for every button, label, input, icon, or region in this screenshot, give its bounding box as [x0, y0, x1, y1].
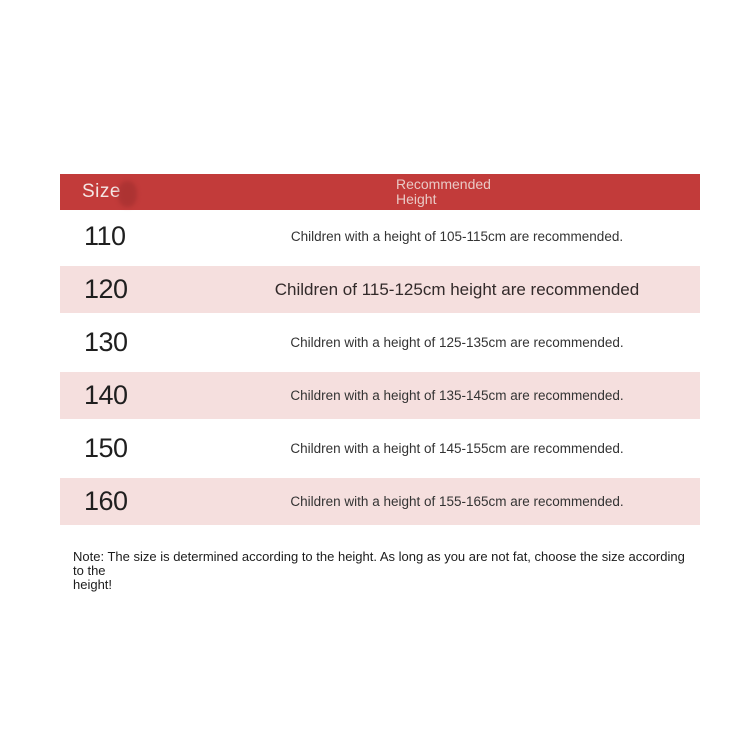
size-value: 150 [84, 433, 128, 463]
table-header-row: Size Recommended Height [60, 174, 700, 210]
size-value: 110 [84, 221, 126, 251]
size-value: 140 [84, 380, 128, 410]
size-description: Children with a height of 135-145cm are … [290, 388, 624, 403]
size-description: Children of 115-125cm height are recomme… [274, 279, 640, 299]
size-row-110: 110 Children with a height of 105-115cm … [60, 210, 700, 263]
size-row-160: 160 Children with a height of 155-165cm … [60, 475, 700, 528]
smudge-artifact [118, 181, 137, 207]
size-row-140: 140 Children with a height of 135-145cm … [60, 369, 700, 422]
recommended-header-line2: Height [396, 191, 437, 207]
size-value: 130 [84, 327, 128, 357]
size-row-130: 130 Children with a height of 125-135cm … [60, 316, 700, 369]
size-description: Children with a height of 145-155cm are … [290, 441, 624, 456]
size-description: Children with a height of 155-165cm are … [290, 494, 624, 509]
size-row-150: 150 Children with a height of 145-155cm … [60, 422, 700, 475]
size-row-120: 120 Children of 115-125cm height are rec… [60, 263, 700, 316]
recommended-header-line1: Recommended [396, 176, 491, 192]
size-value: 120 [84, 274, 128, 304]
size-description: Children with a height of 125-135cm are … [290, 335, 624, 350]
note-text: Note: The size is determined according t… [73, 550, 693, 592]
column-header-recommended-height: Recommended Height [396, 177, 491, 207]
size-description: Children with a height of 105-115cm are … [290, 229, 624, 244]
size-chart-table: Size Recommended Height 110 Children wit… [60, 174, 700, 528]
column-header-size: Size [82, 181, 121, 202]
note-line1: Note: The size is determined according t… [73, 549, 685, 578]
note-line2: height! [73, 577, 113, 592]
size-value: 160 [84, 486, 128, 516]
